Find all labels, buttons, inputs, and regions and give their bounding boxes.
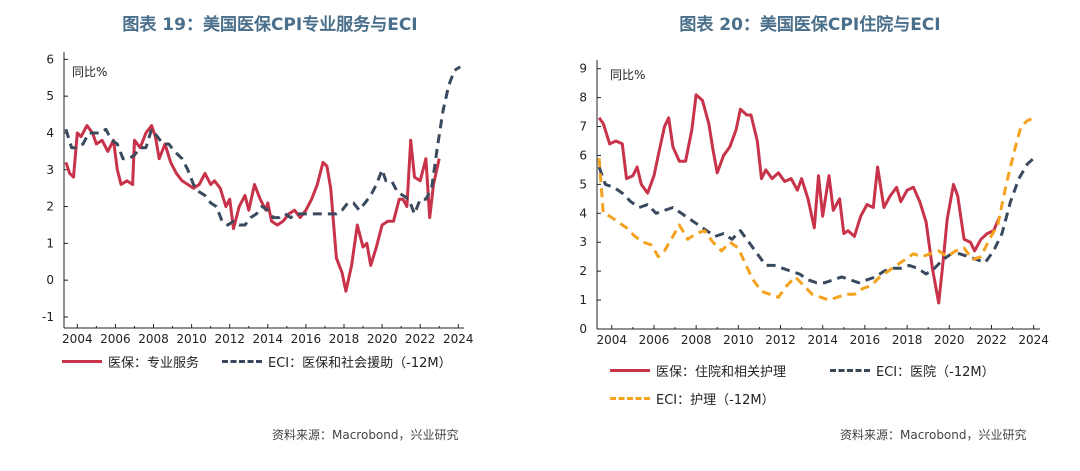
- y-tick-label: 7: [579, 120, 587, 134]
- y-tick-label: 0: [579, 322, 587, 336]
- x-tick-label: 2006: [100, 332, 131, 346]
- legend-label: ECI：医院（-12M）: [876, 365, 995, 380]
- source-note: 资料来源：Macrobond，兴业研究: [840, 428, 1027, 442]
- legend-swatch-dashed-navy: [830, 369, 870, 372]
- unit-label: 同比%: [72, 65, 108, 79]
- source-note: 资料来源：Macrobond，兴业研究: [272, 428, 459, 442]
- chart-panel-right: 图表 20：美国医保CPI住院与ECI 0 1 2 3 4 5 6 7 8 9 2004 2006 20…: [540, 0, 1080, 471]
- legend-label: 医保：住院和相关护理: [656, 365, 787, 380]
- x-tick-label: 2012: [214, 332, 245, 346]
- series-line: [597, 157, 1035, 285]
- x-tick-label: 2016: [291, 332, 322, 346]
- x-tick-label: 2020: [934, 333, 965, 347]
- y-tick-label: 4: [46, 126, 54, 140]
- x-tick-label: 2010: [723, 333, 754, 347]
- y-tick-label: 6: [46, 52, 54, 66]
- series-line: [64, 65, 462, 227]
- x-tick-label: 2010: [176, 332, 207, 346]
- y-tick-label: 8: [579, 91, 587, 105]
- x-tick-label: 2008: [681, 333, 712, 347]
- x-tick-label: 2004: [596, 333, 627, 347]
- legend-item-eci-hospital: ECI：医院（-12M）: [830, 361, 995, 380]
- x-tick-label: 2024: [443, 332, 474, 346]
- y-tick-label: 0: [46, 273, 54, 287]
- y-tick-label: 9: [579, 62, 587, 76]
- series-line: [597, 93, 1002, 305]
- chart-right-svg: 0 1 2 3 4 5 6 7 8 9 2004 2006 2008 2010 2012 2014 2016 20…: [579, 60, 1049, 347]
- x-tick-label: 2018: [329, 332, 360, 346]
- legend-swatch-dashed-navy: [222, 360, 262, 363]
- unit-label: 同比%: [610, 68, 646, 82]
- x-tick-label: 2012: [765, 333, 796, 347]
- legend-label: 医保：专业服务: [108, 356, 200, 371]
- x-tick-label: 2016: [850, 333, 881, 347]
- y-tick-label: -1: [42, 310, 54, 324]
- x-tick-label: 2022: [976, 333, 1007, 347]
- legend-item-eci-social: ECI：医保和社会援助（-12M）: [222, 352, 452, 371]
- series-line: [64, 124, 441, 293]
- x-tick-label: 2008: [138, 332, 169, 346]
- legend-label: ECI：护理（-12M）: [656, 393, 775, 408]
- x-tick-label: 2020: [367, 332, 398, 346]
- x-tick-label: 2022: [405, 332, 436, 346]
- x-tick-label: 2014: [807, 333, 838, 347]
- x-tick-label: 2024: [1018, 333, 1049, 347]
- legend-swatch-solid-red: [62, 360, 102, 363]
- x-tick-label: 2004: [62, 332, 93, 346]
- y-tick-label: 5: [579, 177, 587, 191]
- x-tick-label: 2018: [892, 333, 923, 347]
- y-tick-label: 6: [579, 148, 587, 162]
- y-tick-label: 3: [46, 163, 54, 177]
- chart-title: 图表 19：美国医保CPI专业服务与ECI: [122, 15, 418, 35]
- chart-title: 图表 20：美国医保CPI住院与ECI: [679, 15, 941, 35]
- y-tick-label: 3: [579, 235, 587, 249]
- legend-item-eci-nursing: ECI：护理（-12M）: [610, 389, 775, 408]
- chart-left-svg: -1 0 1 2 3 4 5 6 2004 2006 2008 2010 2012 2014 2016 201…: [42, 52, 474, 346]
- y-tick-label: 4: [579, 206, 587, 220]
- y-tick-label: 5: [46, 89, 54, 103]
- series-line: [597, 116, 1035, 302]
- legend-item-professional-services: 医保：专业服务: [62, 352, 199, 371]
- y-tick-label: 2: [46, 200, 54, 214]
- chart-panel-left: 图表 19：美国医保CPI专业服务与ECI -1 0 1 2 3 4 5 6 2004 2006 2…: [42, 15, 474, 442]
- legend-swatch-dashed-orange: [610, 397, 650, 400]
- x-tick-label: 2014: [253, 332, 284, 346]
- x-tick-label: 2006: [639, 333, 670, 347]
- legend-item-inpatient: 医保：住院和相关护理: [610, 361, 786, 380]
- y-tick-label: 2: [579, 264, 587, 278]
- legend-label: ECI：医保和社会援助（-12M）: [268, 356, 452, 371]
- legend-swatch-solid-red: [610, 369, 650, 372]
- y-tick-label: 1: [579, 293, 587, 307]
- y-tick-label: 1: [46, 236, 54, 250]
